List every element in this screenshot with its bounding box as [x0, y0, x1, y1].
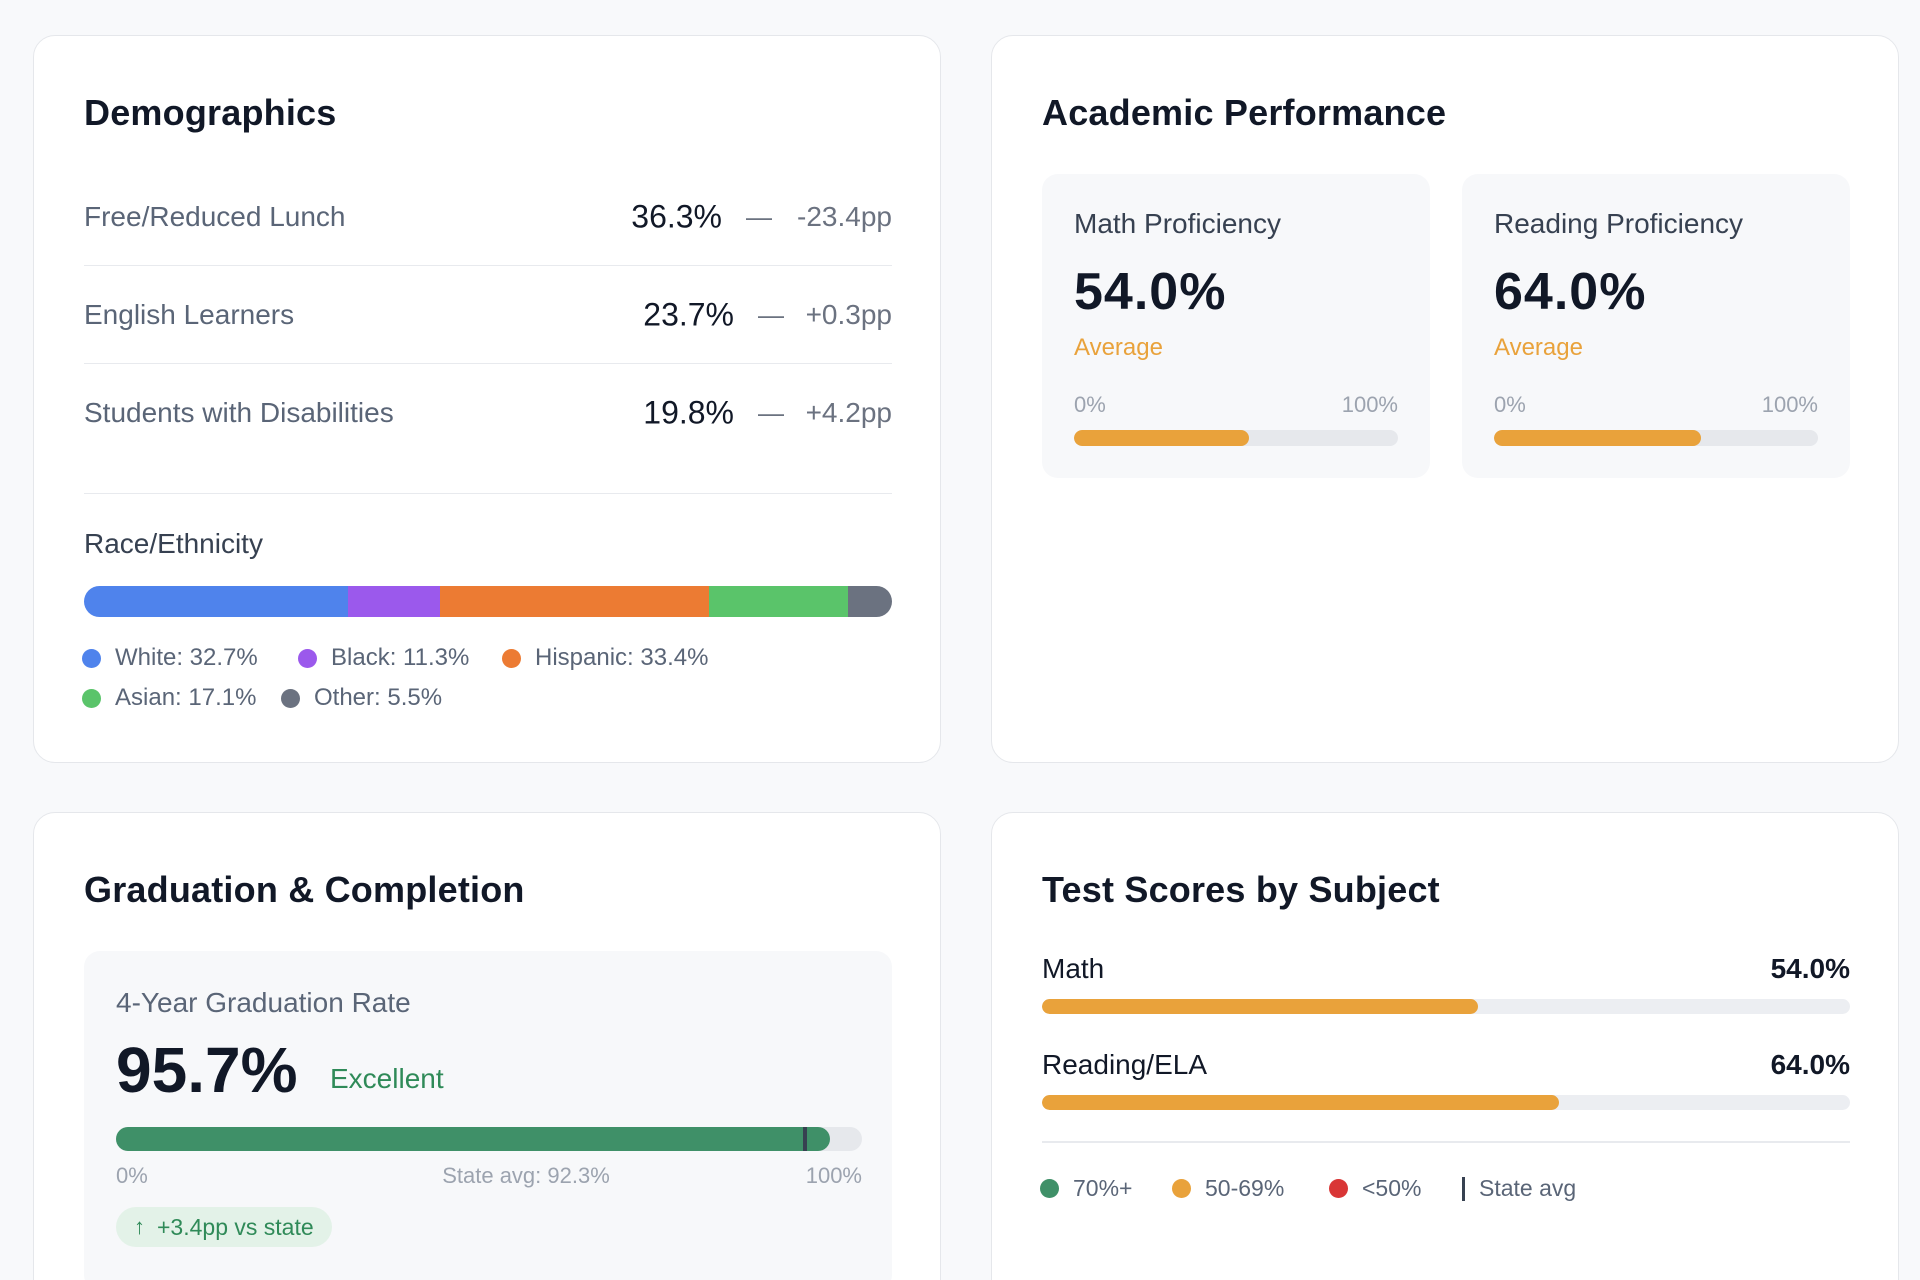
- proficiency-progress-track: [1494, 430, 1818, 446]
- demographics-card: Demographics Free/Reduced Lunch 36.3% — …: [33, 35, 941, 763]
- race-legend-white: White: 32.7%: [82, 644, 258, 672]
- race-legend-label: Other: 5.5%: [314, 684, 443, 711]
- race-legend-hispanic: Hispanic: 33.4%: [502, 644, 708, 672]
- race-segment-white: [84, 586, 349, 617]
- reading-proficiency-card: Reading Proficiency 64.0% Average 0% 100…: [1462, 174, 1850, 478]
- proficiency-status: Average: [1494, 334, 1583, 361]
- proficiency-progress-track: [1074, 430, 1398, 446]
- academic-performance-title: Academic Performance: [1042, 92, 1447, 133]
- demo-row-value: 19.8%: [643, 394, 734, 431]
- subject-value: 54.0%: [1770, 953, 1850, 984]
- graduation-progress-track: [116, 1127, 862, 1151]
- race-segment-hispanic: [439, 586, 710, 617]
- demo-row-free-lunch: Free/Reduced Lunch 36.3% — -23.4pp: [84, 168, 892, 266]
- legend-dot-icon: [82, 648, 101, 668]
- legend-mid: 50-69%: [1172, 1175, 1284, 1202]
- legend-dot-icon: [502, 648, 521, 668]
- test-scores-card: Test Scores by Subject Math 54.0% Readin…: [991, 812, 1899, 1280]
- demo-row-value: 36.3%: [631, 198, 722, 234]
- demo-row-label: English Learners: [84, 298, 295, 330]
- demo-row-english-learners: English Learners 23.7% — +0.3pp: [84, 266, 892, 364]
- demo-row-label: Students with Disabilities: [84, 397, 394, 428]
- scale-max: 100%: [1341, 392, 1398, 417]
- trend-flat-icon: —: [746, 201, 772, 231]
- graduation-rate-value: 95.7%: [116, 1034, 298, 1106]
- graduation-rate-title: 4-Year Graduation Rate: [116, 987, 411, 1018]
- legend-dot-icon: [1040, 1179, 1059, 1198]
- math-proficiency-card: Math Proficiency 54.0% Average 0% 100%: [1042, 174, 1430, 478]
- test-score-row-math: Math 54.0%: [1042, 953, 1850, 1033]
- legend-dot-icon: [298, 648, 317, 668]
- academic-performance-card: Academic Performance Math Proficiency 54…: [991, 35, 1899, 763]
- test-scores-title: Test Scores by Subject: [1042, 869, 1440, 910]
- race-segment-asian: [709, 586, 848, 617]
- trend-flat-icon: —: [758, 397, 784, 428]
- subject-label: Reading/ELA: [1042, 1049, 1208, 1080]
- scale-min: 0%: [116, 1163, 148, 1188]
- race-legend-label: Asian: 17.1%: [115, 684, 257, 711]
- divider: [1042, 1141, 1850, 1143]
- legend-state-avg: State avg: [1462, 1175, 1576, 1202]
- graduation-progress-fill: [116, 1127, 830, 1151]
- demo-row-delta: -23.4pp: [797, 200, 892, 232]
- proficiency-value: 64.0%: [1494, 263, 1647, 321]
- subject-value: 64.0%: [1770, 1049, 1850, 1080]
- legend-dot-icon: [82, 688, 101, 708]
- graduation-card: Graduation & Completion 4-Year Graduatio…: [33, 812, 941, 1280]
- race-legend-label: White: 32.7%: [115, 644, 258, 671]
- legend-mid-label: 50-69%: [1205, 1175, 1285, 1201]
- proficiency-value: 54.0%: [1074, 263, 1227, 321]
- state-avg-marker: [802, 1127, 807, 1151]
- proficiency-status: Average: [1074, 334, 1163, 361]
- race-segment-other: [847, 586, 892, 617]
- legend-dot-icon: [1329, 1179, 1348, 1198]
- subject-progress-fill: [1042, 1095, 1560, 1110]
- demo-row-delta: +0.3pp: [805, 298, 892, 330]
- race-legend-black: Black: 11.3%: [298, 644, 469, 672]
- legend-dot-icon: [281, 688, 300, 708]
- state-avg-marker-icon: [1462, 1176, 1465, 1201]
- race-segment-black: [348, 586, 440, 617]
- scale-min: 0%: [1494, 392, 1526, 417]
- demo-row-value: 23.7%: [643, 296, 734, 332]
- demo-row-delta: +4.2pp: [805, 397, 892, 428]
- race-legend-label: Black: 11.3%: [331, 644, 470, 671]
- graduation-rate-status: Excellent: [330, 1063, 444, 1094]
- demo-row-label: Free/Reduced Lunch: [84, 200, 346, 232]
- state-avg-label: State avg: 92.3%: [442, 1163, 610, 1188]
- subject-progress-track: [1042, 1095, 1850, 1110]
- proficiency-progress-fill: [1494, 430, 1702, 446]
- legend-dot-icon: [1172, 1179, 1191, 1198]
- legend-low-label: <50%: [1362, 1175, 1422, 1201]
- demographics-title: Demographics: [84, 92, 337, 133]
- proficiency-progress-fill: [1074, 430, 1249, 446]
- legend-high-label: 70%+: [1073, 1175, 1133, 1201]
- race-legend-other: Other: 5.5%: [281, 684, 442, 712]
- legend-high: 70%+: [1040, 1175, 1132, 1202]
- scale-max: 100%: [1761, 392, 1818, 417]
- demo-row-disabilities: Students with Disabilities 19.8% — +4.2p…: [84, 364, 892, 494]
- scale-min: 0%: [1074, 392, 1106, 417]
- arrow-up-icon: ↑: [134, 1214, 145, 1239]
- trend-flat-icon: —: [758, 299, 784, 329]
- race-legend-label: Hispanic: 33.4%: [535, 644, 709, 671]
- legend-low: <50%: [1329, 1175, 1421, 1202]
- subject-label: Math: [1042, 953, 1105, 984]
- graduation-rate-panel: 4-Year Graduation Rate 95.7% Excellent 0…: [84, 951, 892, 1280]
- race-legend-asian: Asian: 17.1%: [82, 684, 256, 712]
- subject-progress-track: [1042, 999, 1850, 1014]
- race-ethnicity-title: Race/Ethnicity: [84, 528, 263, 559]
- scale-max: 100%: [805, 1163, 862, 1188]
- race-ethnicity-bar: [84, 586, 892, 617]
- test-score-row-reading: Reading/ELA 64.0%: [1042, 1049, 1850, 1129]
- vs-state-badge: ↑ +3.4pp vs state: [116, 1207, 332, 1247]
- vs-state-text: +3.4pp vs state: [157, 1213, 314, 1240]
- subject-progress-fill: [1042, 999, 1479, 1014]
- legend-state-avg-label: State avg: [1479, 1175, 1577, 1201]
- graduation-title: Graduation & Completion: [84, 869, 525, 910]
- proficiency-title: Math Proficiency: [1074, 208, 1281, 239]
- proficiency-title: Reading Proficiency: [1494, 208, 1744, 239]
